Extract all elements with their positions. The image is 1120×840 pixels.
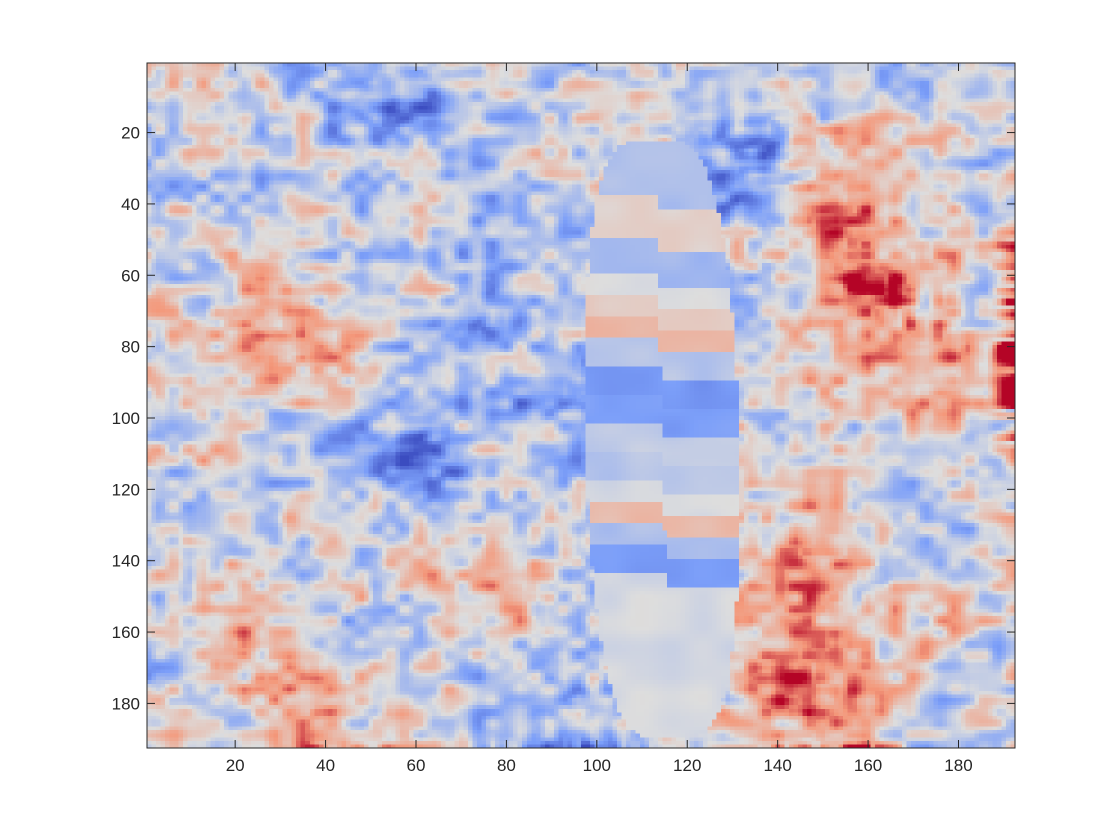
x-tick-label: 80 xyxy=(497,756,516,775)
x-tick-label: 140 xyxy=(763,756,791,775)
y-tick-label: 60 xyxy=(121,266,140,285)
y-tick-label: 40 xyxy=(121,195,140,214)
x-tick-label: 160 xyxy=(854,756,882,775)
x-tick-label: 120 xyxy=(673,756,701,775)
y-tick-label: 160 xyxy=(112,623,140,642)
x-tick-label: 40 xyxy=(316,756,335,775)
y-axis: 20 40 60 80 100 120 140 160 180 xyxy=(112,124,1015,713)
heatmap-image xyxy=(147,63,1015,748)
y-tick-label: 100 xyxy=(112,409,140,428)
plot-area xyxy=(146,62,1016,749)
x-tick-label: 180 xyxy=(944,756,972,775)
y-tick-label: 140 xyxy=(112,552,140,571)
x-tick-label: 20 xyxy=(226,756,245,775)
x-axis: 20 40 60 80 100 120 140 160 180 xyxy=(226,63,973,775)
axes-box xyxy=(146,62,1016,749)
y-tick-label: 20 xyxy=(121,124,140,143)
x-tick-label: 60 xyxy=(407,756,426,775)
y-tick-label: 180 xyxy=(112,694,140,713)
y-tick-label: 80 xyxy=(121,338,140,357)
x-tick-label: 100 xyxy=(583,756,611,775)
y-tick-label: 120 xyxy=(112,480,140,499)
